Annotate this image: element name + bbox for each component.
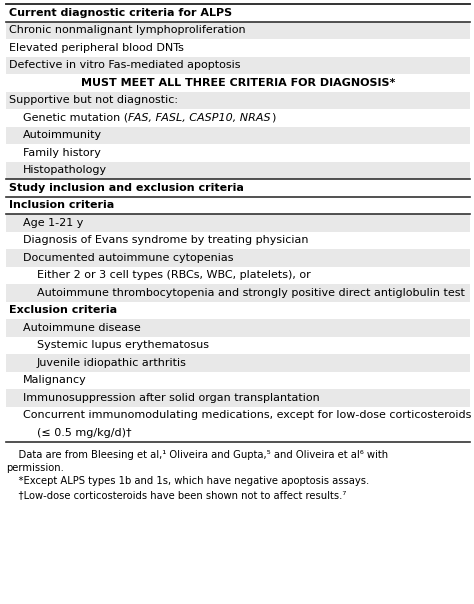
Bar [6, 266, 470, 284]
Text: Current diagnostic criteria for ALPS: Current diagnostic criteria for ALPS [9, 8, 232, 18]
Text: Supportive but not diagnostic:: Supportive but not diagnostic: [9, 95, 178, 105]
Text: Elevated peripheral blood DNTs: Elevated peripheral blood DNTs [9, 43, 184, 53]
Bar [6, 22, 470, 39]
Bar [6, 231, 470, 249]
Bar [6, 389, 470, 406]
Text: †Low-dose corticosteroids have been shown not to affect results.⁷: †Low-dose corticosteroids have been show… [6, 490, 346, 500]
Bar [6, 109, 470, 126]
Bar [6, 74, 470, 91]
Text: Diagnosis of Evans syndrome by treating physician: Diagnosis of Evans syndrome by treating … [23, 235, 309, 245]
Text: Age 1-21 y: Age 1-21 y [23, 218, 83, 228]
Text: Systemic lupus erythematosus: Systemic lupus erythematosus [37, 340, 209, 350]
Bar [6, 126, 470, 144]
Text: Juvenile idiopathic arthritis: Juvenile idiopathic arthritis [37, 358, 187, 368]
Text: Inclusion criteria: Inclusion criteria [9, 201, 114, 210]
Text: *Except ALPS types 1b and 1s, which have negative apoptosis assays.: *Except ALPS types 1b and 1s, which have… [6, 477, 369, 486]
Bar [6, 284, 470, 301]
Bar [6, 91, 470, 109]
Bar [6, 336, 470, 354]
Bar [6, 144, 470, 161]
Text: MUST MEET ALL THREE CRITERIA FOR DIAGNOSIS*: MUST MEET ALL THREE CRITERIA FOR DIAGNOS… [81, 78, 395, 88]
Text: Autoimmune thrombocytopenia and strongly positive direct antiglobulin test: Autoimmune thrombocytopenia and strongly… [37, 288, 465, 298]
Bar [6, 4, 470, 22]
Text: Documented autoimmune cytopenias: Documented autoimmune cytopenias [23, 252, 234, 263]
Text: Defective in vitro Fas-mediated apoptosis: Defective in vitro Fas-mediated apoptosi… [9, 60, 240, 70]
Text: Autoimmune disease: Autoimmune disease [23, 323, 141, 333]
Text: Autoimmunity: Autoimmunity [23, 130, 102, 140]
Bar [6, 57, 470, 74]
Text: Malignancy: Malignancy [23, 375, 87, 385]
Bar [6, 406, 470, 424]
Text: Exclusion criteria: Exclusion criteria [9, 305, 117, 315]
Text: Genetic mutation (: Genetic mutation ( [23, 113, 128, 123]
Bar [6, 319, 470, 336]
Text: Immunosuppression after solid organ transplantation: Immunosuppression after solid organ tran… [23, 393, 320, 403]
Bar [6, 161, 470, 179]
Text: permission.: permission. [6, 463, 64, 473]
Text: Chronic nonmalignant lymphoproliferation: Chronic nonmalignant lymphoproliferation [9, 25, 246, 35]
Text: Family history: Family history [23, 148, 101, 158]
Text: FAS, FASL, CASP10, NRAS: FAS, FASL, CASP10, NRAS [128, 113, 271, 123]
Bar [6, 214, 470, 231]
Bar [6, 424, 470, 442]
Bar [6, 354, 470, 371]
Bar [6, 371, 470, 389]
Text: Histopathology: Histopathology [23, 165, 107, 175]
Bar [6, 179, 470, 196]
Bar [6, 249, 470, 266]
Text: (≤ 0.5 mg/kg/d)†: (≤ 0.5 mg/kg/d)† [23, 428, 131, 438]
Text: Study inclusion and exclusion criteria: Study inclusion and exclusion criteria [9, 183, 244, 193]
Text: Data are from Bleesing et al,¹ Oliveira and Gupta,⁵ and Oliveira et al⁶ with: Data are from Bleesing et al,¹ Oliveira … [6, 449, 388, 460]
Text: ): ) [271, 113, 275, 123]
Bar [6, 196, 470, 214]
Text: Either 2 or 3 cell types (RBCs, WBC, platelets), or: Either 2 or 3 cell types (RBCs, WBC, pla… [37, 270, 311, 280]
Bar [6, 301, 470, 319]
Text: Concurrent immunomodulating medications, except for low-dose corticosteroids: Concurrent immunomodulating medications,… [23, 410, 471, 420]
Bar [6, 39, 470, 57]
